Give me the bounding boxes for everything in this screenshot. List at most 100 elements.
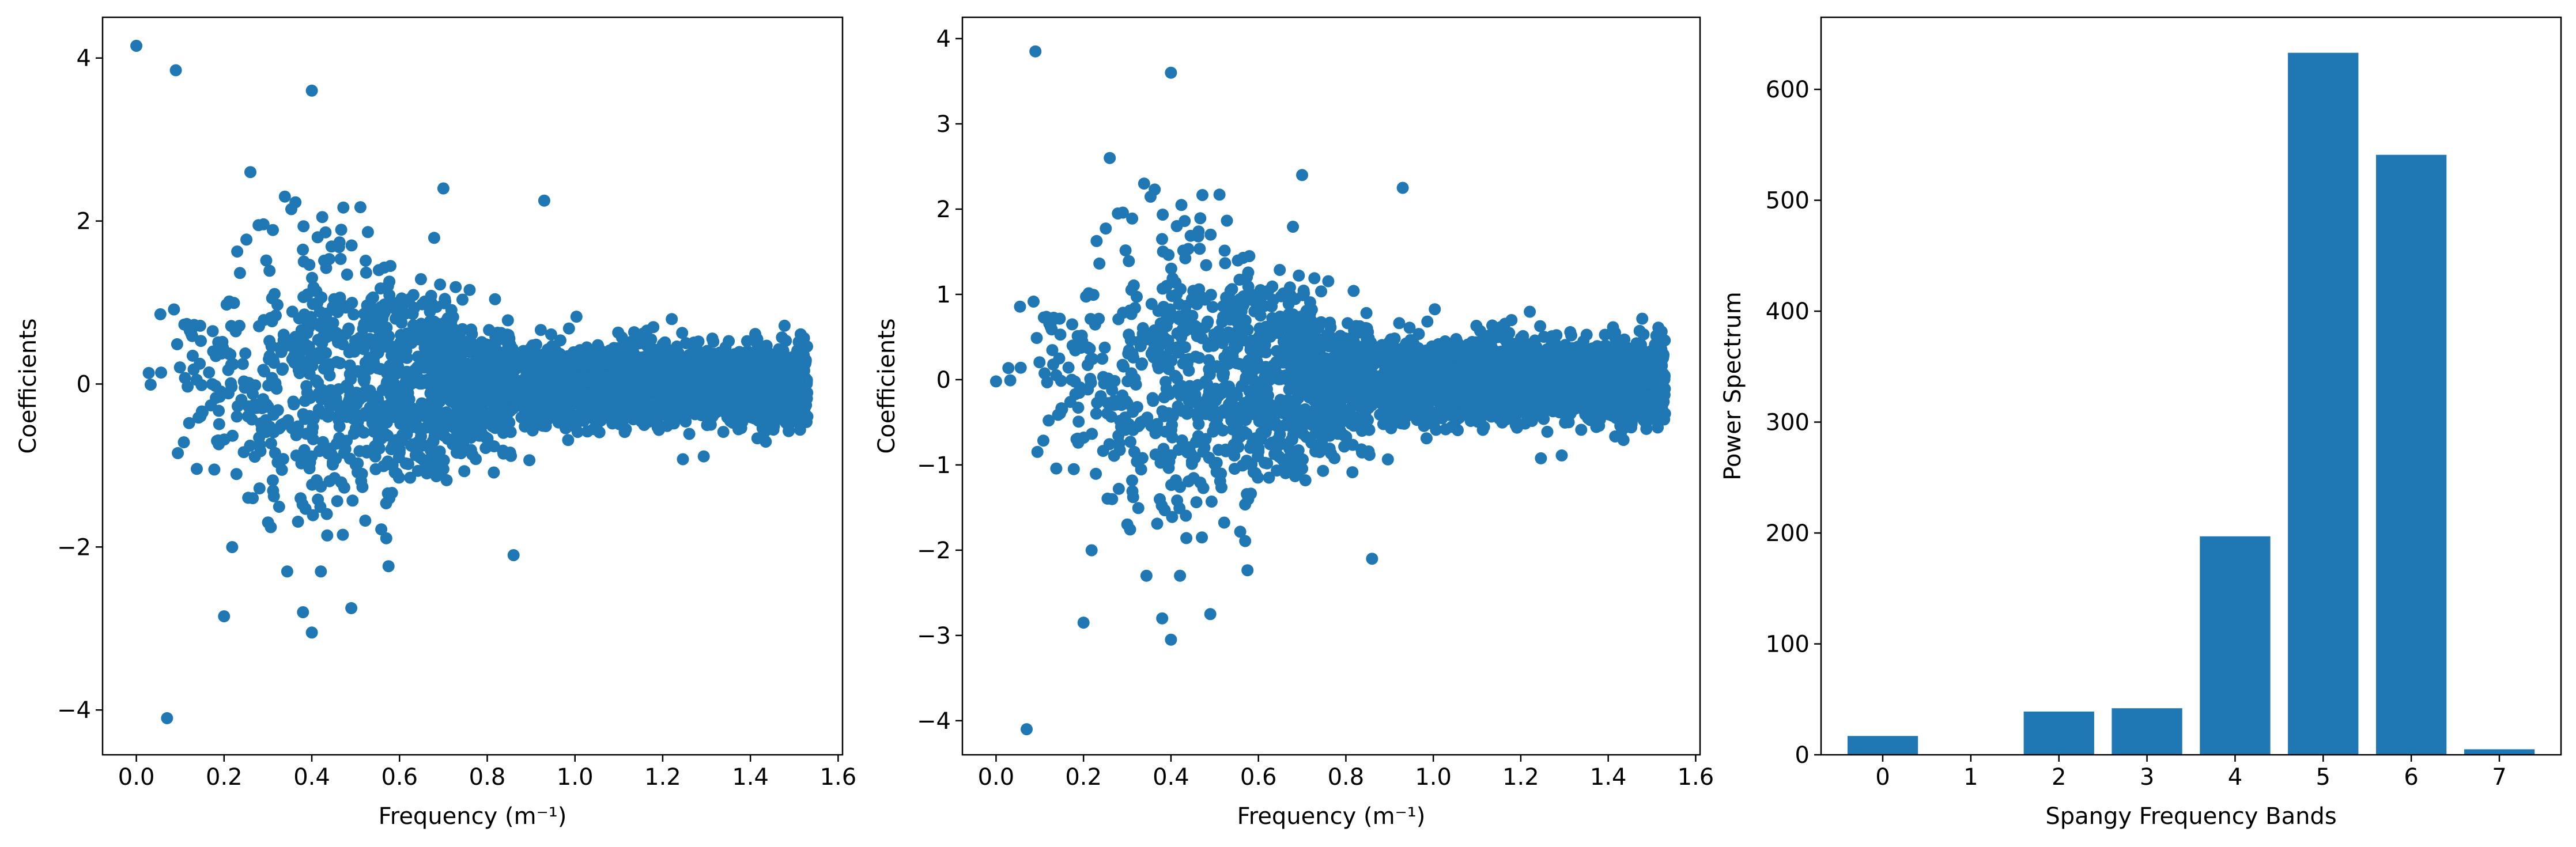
scatter-point [154,308,167,320]
scatter-point [538,194,550,207]
scatter-point [562,322,575,335]
scatter-point [407,328,420,341]
x-axis-label-1: Frequency (m⁻¹) [379,803,567,830]
scatter-point [664,380,677,392]
scatter-point [735,394,748,406]
scatter-point [1193,243,1206,255]
scatter-point [349,338,361,351]
scatter-point [395,316,408,329]
scatter-point [262,516,274,529]
scatter-point [218,610,231,623]
scatter-point [526,424,539,437]
scatter-point [333,241,345,254]
scatter-point [430,398,443,410]
scatter-point [267,426,280,438]
scatter-point [528,391,541,404]
scatter-point [380,497,392,509]
scatter-point [278,334,291,347]
scatter-point [722,368,735,380]
scatter-point [767,390,780,402]
scatter-point [613,418,626,430]
scatter-point [306,426,319,438]
scatter-point [276,364,289,376]
scatter-point [488,354,501,366]
y-axis-label-1: Coefficients [15,318,41,453]
scatter-point [307,281,320,294]
scatter-point [307,509,319,521]
scatter-point [356,467,368,480]
scatter-point [218,433,231,446]
scatter-point [407,289,420,301]
scatter-point [1050,462,1063,475]
scatter-point [713,376,726,388]
scatter-point [266,474,279,487]
scatter-point [795,388,807,400]
scatter-point [365,411,377,424]
scatter-point [1030,332,1043,345]
scatter-point [445,304,458,316]
scatter-point [468,342,481,355]
scatter-point [1393,317,1406,330]
scatter-point [405,440,417,452]
scatter-point [315,565,327,578]
scatter-point [303,368,316,380]
scatter-point [1138,177,1150,190]
scatter-point [1381,453,1394,466]
scatter-point [715,387,728,400]
scatter-point [1085,544,1098,557]
scatter-point [447,352,459,365]
scatter-point [735,422,747,434]
scatter-point [666,364,679,377]
scatter-point [403,402,416,414]
scatter-point [239,347,252,360]
scatter-point [195,335,207,347]
scatter-point [292,515,304,528]
scatter-point [203,366,216,379]
scatter-point [456,373,469,386]
scatter-point [1420,432,1433,445]
scatter-point [581,425,594,438]
scatter-point [255,417,267,430]
scatter-point [352,415,364,428]
scatter-point [1263,471,1275,484]
scatter-point [183,417,195,429]
scatter-point [624,383,636,395]
scatter-point [316,211,328,224]
scatter-point [266,292,278,304]
scatter-point [570,311,583,323]
scatter-point [683,428,696,440]
x-ticks-1: 0.0 0.2 0.4 0.6 0.8 1.0 1.2 1.4 1.6 [118,755,856,791]
scatter-point [271,456,284,468]
scatter-point [263,264,276,277]
scatter-point [231,410,243,423]
scatter-point [440,474,453,486]
scatter-point [341,269,353,281]
scatter-point [501,314,514,327]
scatter-point [297,408,309,421]
scatter-point [239,381,251,394]
scatter-point [336,298,349,311]
scatter-point [305,626,318,639]
scatter-point [483,368,496,380]
scatter-point [1014,300,1026,313]
scatter-point [360,444,373,457]
x-tick-label: 1.2 [644,764,681,791]
scatter-point [1037,434,1049,447]
scatter-point [587,410,600,422]
scatter-point [194,410,207,422]
scatter-point [439,293,451,305]
scatter-point [372,264,385,277]
scatter-point [320,508,333,520]
scatter-point [360,255,372,267]
scatter-point [422,411,435,424]
scatter-point [312,493,324,506]
scatter-point [303,259,316,271]
scatter-point [1266,280,1279,293]
scatter-point [557,394,570,407]
x-tick-label: 0.4 [293,764,330,791]
scatter-point [363,362,376,375]
scatter-point [1033,356,1046,369]
scatter-point [705,366,717,379]
